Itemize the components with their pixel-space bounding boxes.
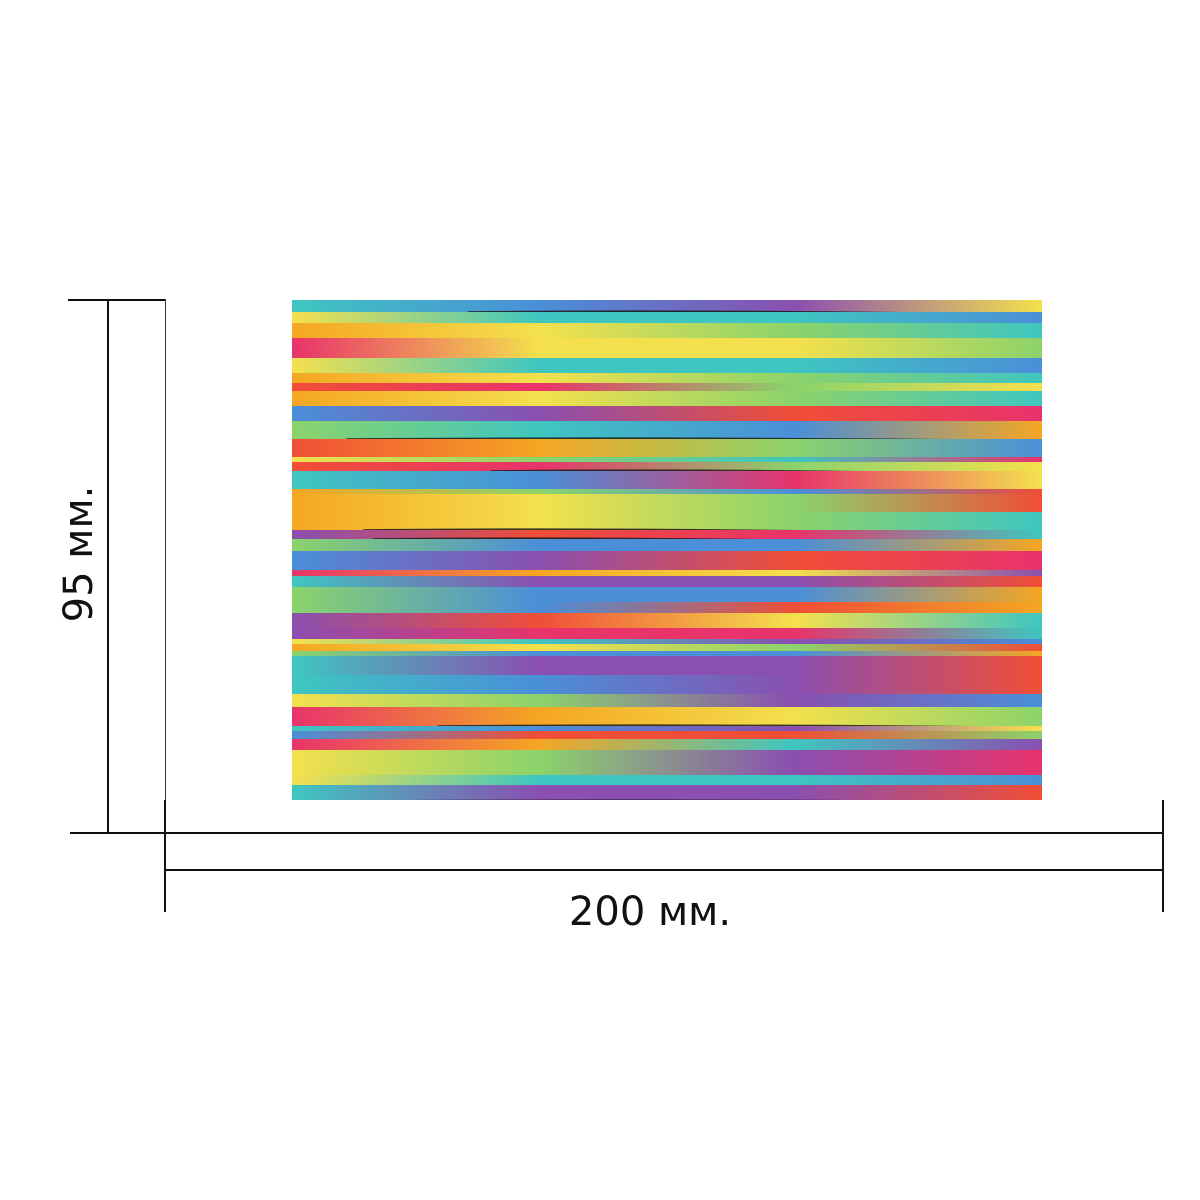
streak-band <box>292 494 1042 513</box>
streak-band <box>292 656 1042 676</box>
streak-band <box>292 602 1042 614</box>
streak-band <box>292 383 1042 392</box>
streak-band <box>292 323 1042 339</box>
streak-band <box>292 462 1042 472</box>
streak-band <box>292 471 1042 490</box>
width-dimension-line <box>165 869 1163 871</box>
streak-band <box>292 530 1042 540</box>
streak-band <box>292 358 1042 374</box>
height-reference-line <box>165 299 166 834</box>
streak-band <box>292 707 1042 727</box>
streak-band <box>292 785 1042 800</box>
streak-band <box>292 628 1042 640</box>
streak-band <box>292 421 1042 440</box>
streak-band <box>292 373 1042 384</box>
streak-band <box>292 726 1042 732</box>
streak-band <box>292 644 1042 652</box>
width-right-extension-line <box>1162 800 1164 912</box>
streak-band <box>292 587 1042 603</box>
height-bottom-extension-line <box>70 832 166 834</box>
product-pattern-image <box>292 300 1042 800</box>
streak-band <box>292 391 1042 407</box>
streak-band <box>292 439 1042 458</box>
streak-band <box>292 539 1042 552</box>
streak-band <box>292 576 1042 588</box>
streak-band <box>292 639 1042 645</box>
streak-band <box>292 512 1042 531</box>
streak-band <box>292 750 1042 760</box>
rainbow-streaks-graphic <box>292 300 1042 800</box>
streak-band <box>292 300 1042 313</box>
streak-band <box>292 312 1042 324</box>
streak-band <box>292 406 1042 422</box>
streak-band <box>292 551 1042 571</box>
width-label: 200 мм. <box>568 889 732 935</box>
width-reference-line <box>165 832 1163 834</box>
streak-band <box>292 775 1042 786</box>
height-dimension-line <box>107 299 109 834</box>
streak-band <box>292 739 1042 751</box>
width-left-extension-line <box>164 800 166 912</box>
streak-band <box>292 613 1042 629</box>
streak-band <box>292 694 1042 708</box>
streak-band <box>292 570 1042 577</box>
streak-band <box>292 457 1042 463</box>
streak-band <box>292 489 1042 495</box>
streak-band <box>292 338 1042 359</box>
streak-band <box>292 675 1042 695</box>
height-label: 95 мм. <box>56 485 102 623</box>
streak-band <box>292 731 1042 740</box>
streak-band <box>292 759 1042 776</box>
height-top-extension-line <box>68 299 166 301</box>
streak-band <box>292 651 1042 657</box>
